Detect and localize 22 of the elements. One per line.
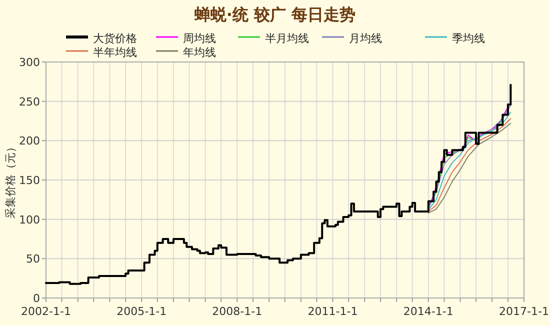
legend-label: 季均线: [452, 32, 485, 45]
legend-label: 月均线: [349, 32, 382, 45]
y-tick-label: 50: [26, 252, 40, 266]
y-tick-label: 250: [19, 95, 40, 108]
legend-label: 半月均线: [265, 32, 309, 45]
x-tick-label: 2017-1-1: [499, 305, 549, 318]
y-tick-label: 200: [19, 134, 40, 148]
legend-label: 年均线: [183, 46, 216, 59]
y-tick-label: 100: [19, 213, 40, 226]
legend-label: 周均线: [183, 32, 216, 45]
chart-title: 蝉蜕·统 较广 每日走势: [193, 5, 356, 24]
y-tick-label: 150: [19, 174, 40, 187]
y-axis-title: 采集价格（元）: [4, 142, 17, 218]
y-tick-label: 300: [19, 56, 40, 69]
x-tick-label: 2005-1-1: [116, 305, 167, 318]
x-tick-label: 2002-1-1: [21, 305, 71, 318]
y-tick-label: 0: [33, 292, 40, 305]
legend-label: 大货价格: [93, 32, 137, 45]
legend-label: 半年均线: [93, 46, 137, 59]
x-tick-label: 2008-1-1: [212, 305, 262, 318]
x-tick-label: 2014-1-1: [403, 305, 454, 318]
x-tick-label: 2011-1-1: [308, 305, 358, 318]
